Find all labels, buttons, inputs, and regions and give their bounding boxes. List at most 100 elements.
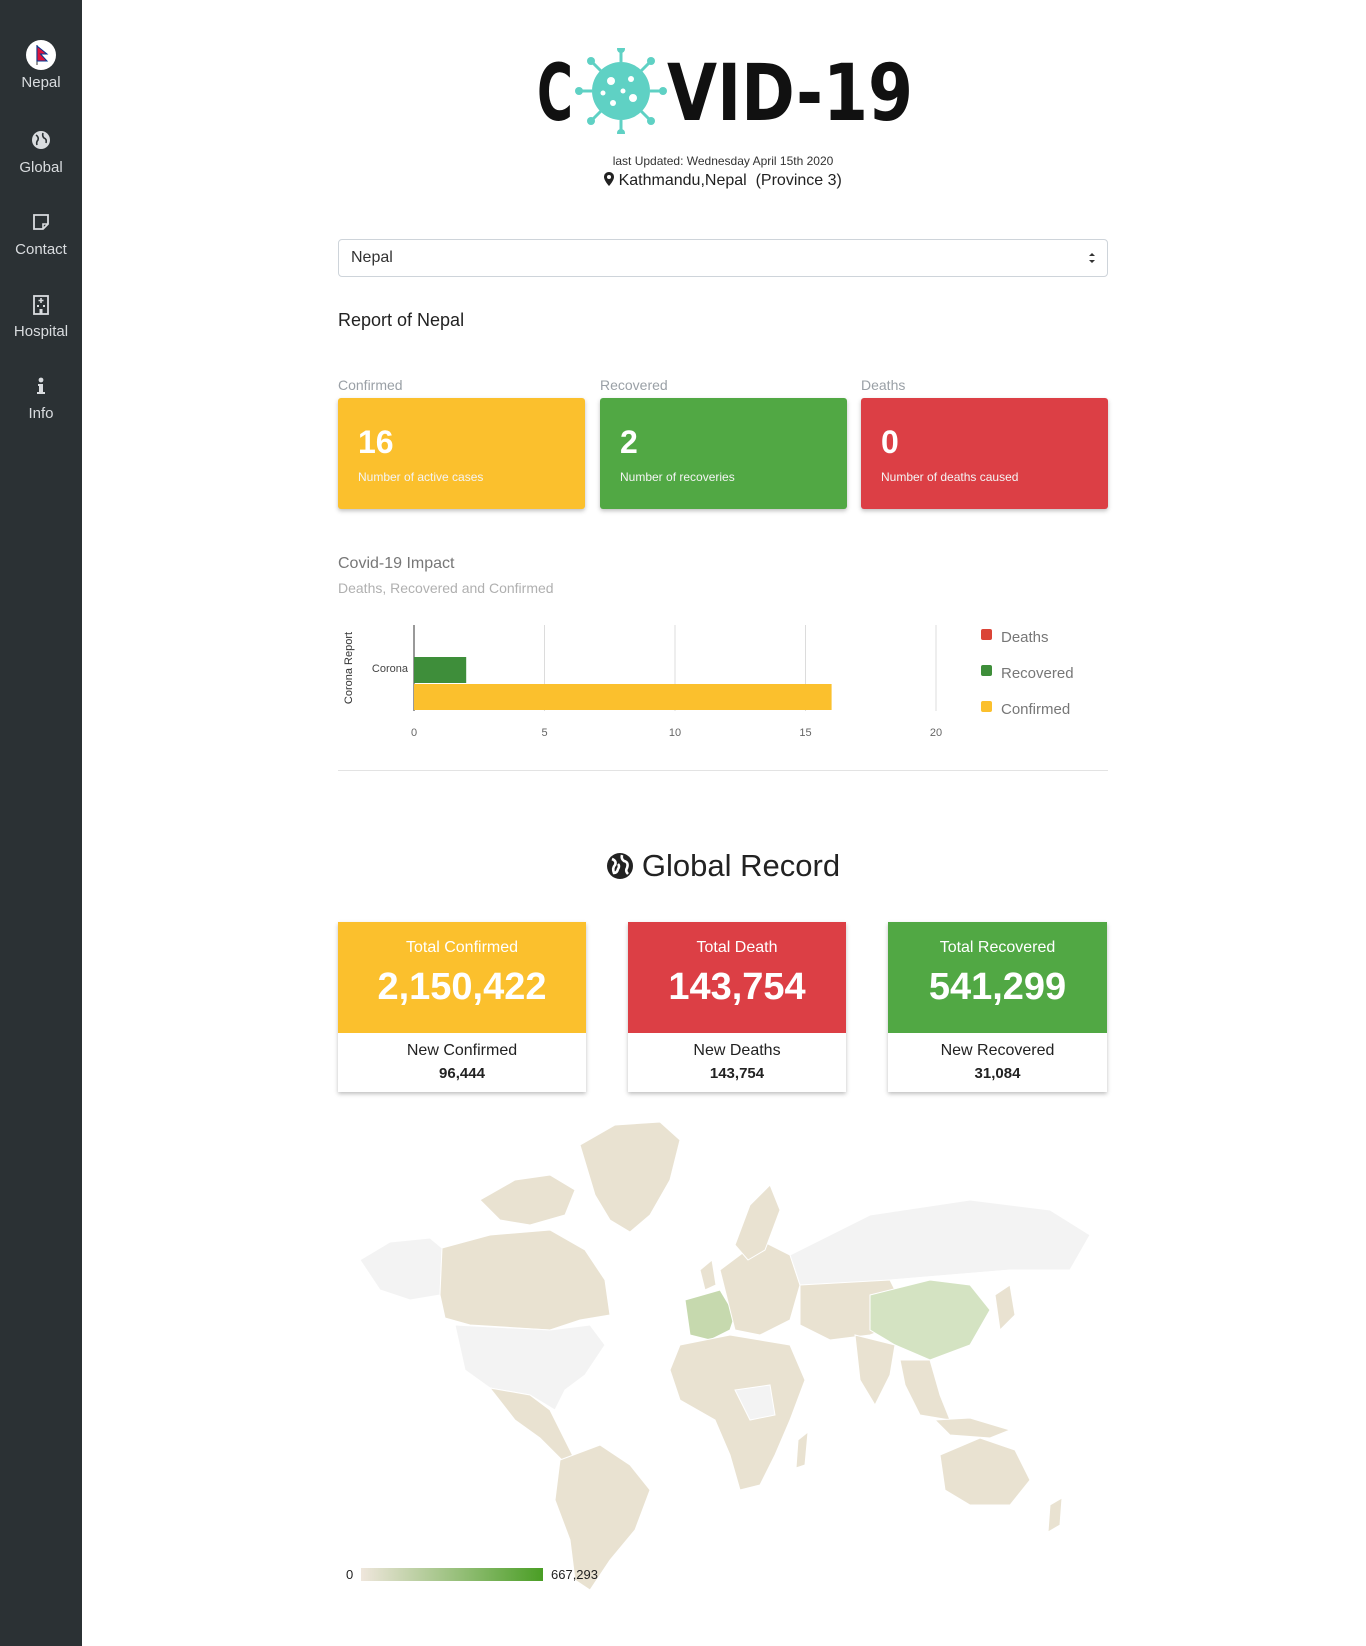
globe-icon — [26, 125, 56, 155]
new-deaths-value: 143,754 — [709, 1065, 765, 1082]
sidebar-item-label: Nepal — [21, 74, 61, 91]
sidebar: Nepal Global Contact Hospi — [0, 0, 82, 1646]
country-select-value: Nepal — [351, 249, 393, 266]
y-axis-label: Corona Report — [343, 632, 355, 704]
map-legend-gradient — [361, 1568, 543, 1581]
recovered-card: 2 Number of recoveries — [600, 398, 847, 509]
virus-icon — [575, 48, 667, 134]
x-tick-label: 10 — [669, 727, 681, 739]
nepal-flag-icon — [26, 40, 56, 70]
location-text: Kathmandu,Nepal (Province 3) — [618, 172, 842, 189]
confirmed-desc: Number of active cases — [358, 470, 484, 484]
divider — [338, 770, 1108, 771]
map-region-arctic-islands — [479, 1174, 576, 1226]
deaths-label: Deaths — [861, 377, 906, 393]
map-region-mexico — [488, 1387, 576, 1461]
map-region-southeast-asia — [899, 1359, 951, 1421]
legend-swatch-confirmed — [981, 701, 992, 712]
total-recovered-value: 541,299 — [928, 966, 1067, 1008]
map-region-japan — [994, 1284, 1016, 1332]
map-region-africa — [669, 1334, 806, 1491]
map-region-uk — [699, 1259, 717, 1291]
map-marker-icon — [604, 172, 615, 186]
bar-confirmed — [414, 684, 832, 710]
legend-label-deaths: Deaths — [1001, 629, 1049, 646]
total-death-label: Total Death — [696, 939, 778, 956]
sidebar-item-label: Info — [28, 405, 54, 422]
recovered-desc: Number of recoveries — [620, 470, 735, 484]
map-region-central-africa — [734, 1384, 776, 1421]
legend-swatch-recovered — [981, 665, 992, 676]
total-recovered-label: Total Recovered — [939, 939, 1056, 956]
total-confirmed-label: Total Confirmed — [405, 939, 519, 956]
impact-bar-chart: 0 5 10 15 20 Corona Report Corona Deaths Recover… — [343, 625, 1074, 739]
x-tick-label: 20 — [930, 727, 942, 739]
confirmed-label: Confirmed — [338, 377, 403, 393]
impact-title: Covid-19 Impact — [338, 555, 455, 572]
total-confirmed-value: 2,150,422 — [377, 966, 547, 1008]
recovered-label: Recovered — [600, 377, 668, 393]
x-tick-label: 0 — [411, 727, 417, 739]
confirmed-card: 16 Number of active cases — [338, 398, 585, 509]
sidebar-item-info[interactable]: Info — [0, 371, 82, 453]
map-region-canada — [439, 1229, 611, 1331]
confirmed-count: 16 — [358, 424, 394, 460]
new-recovered-value: 31,084 — [974, 1065, 1021, 1082]
map-region-western-europe — [684, 1289, 736, 1341]
country-select[interactable]: Nepal — [338, 239, 1108, 277]
sidebar-item-contact[interactable]: Contact — [0, 207, 82, 289]
logo-text: C VID-19 — [537, 49, 913, 134]
sticky-note-icon — [26, 207, 56, 237]
total-recovered-card: Total Recovered 541,299 New Recovered 31… — [888, 922, 1107, 1092]
last-updated: last Updated: Wednesday April 15th 2020 — [612, 154, 834, 168]
map-region-indonesia — [933, 1417, 1012, 1439]
new-confirmed-label: New Confirmed — [406, 1042, 518, 1059]
new-confirmed-value: 96,444 — [439, 1065, 485, 1082]
map-legend-min: 0 — [346, 1567, 354, 1582]
category-label: Corona — [372, 663, 409, 675]
deaths-desc: Number of deaths caused — [881, 470, 1019, 484]
legend-swatch-deaths — [981, 629, 992, 640]
sidebar-item-global[interactable]: Global — [0, 125, 82, 207]
map-region-madagascar — [795, 1430, 809, 1469]
bar-recovered — [414, 657, 467, 683]
global-record-title: Global Record — [338, 848, 1108, 884]
total-confirmed-card: Total Confirmed 2,150,422 New Confirmed … — [338, 922, 586, 1092]
map-region-india — [854, 1334, 896, 1407]
new-deaths-label: New Deaths — [693, 1042, 781, 1059]
map-region-new-zealand — [1047, 1497, 1063, 1533]
world-map[interactable] — [350, 1120, 1110, 1590]
total-death-card: Total Death 143,754 New Deaths 143,754 — [628, 922, 846, 1092]
global-record-text: Global Record — [641, 848, 841, 883]
x-tick-label: 5 — [541, 727, 547, 739]
globe-icon — [606, 853, 633, 879]
map-region-greenland — [579, 1121, 681, 1233]
select-caret-icon — [1089, 253, 1095, 263]
location: Kathmandu,Nepal (Province 3) — [338, 172, 1108, 190]
sidebar-item-hospital[interactable]: Hospital — [0, 289, 82, 371]
x-tick-label: 15 — [799, 727, 811, 739]
new-recovered-label: New Recovered — [940, 1042, 1055, 1059]
total-death-value: 143,754 — [668, 966, 806, 1008]
legend-label-recovered: Recovered — [1001, 665, 1074, 682]
deaths-card: 0 Number of deaths caused — [861, 398, 1108, 509]
impact-subtitle: Deaths, Recovered and Confirmed — [338, 580, 554, 596]
map-region-china — [869, 1279, 991, 1361]
map-region-australia — [939, 1437, 1031, 1506]
report-title: Report of Nepal — [338, 310, 465, 330]
map-legend-max: 667,293 — [551, 1567, 598, 1582]
recovered-count: 2 — [620, 424, 638, 460]
sidebar-item-label: Global — [19, 159, 63, 176]
map-region-usa — [454, 1324, 606, 1411]
map-region-scandinavia — [734, 1184, 781, 1261]
sidebar-item-label: Contact — [15, 241, 67, 258]
deaths-count: 0 — [881, 424, 899, 460]
covid-logo: C VID-19 — [537, 48, 913, 134]
info-icon — [26, 371, 56, 401]
legend-label-confirmed: Confirmed — [1001, 701, 1070, 718]
sidebar-item-nepal[interactable]: Nepal — [0, 40, 82, 122]
map-region-alaska — [359, 1237, 443, 1301]
sidebar-item-label: Hospital — [13, 323, 69, 340]
map-region-south-america — [554, 1444, 651, 1590]
map-region-russia — [789, 1199, 1091, 1291]
